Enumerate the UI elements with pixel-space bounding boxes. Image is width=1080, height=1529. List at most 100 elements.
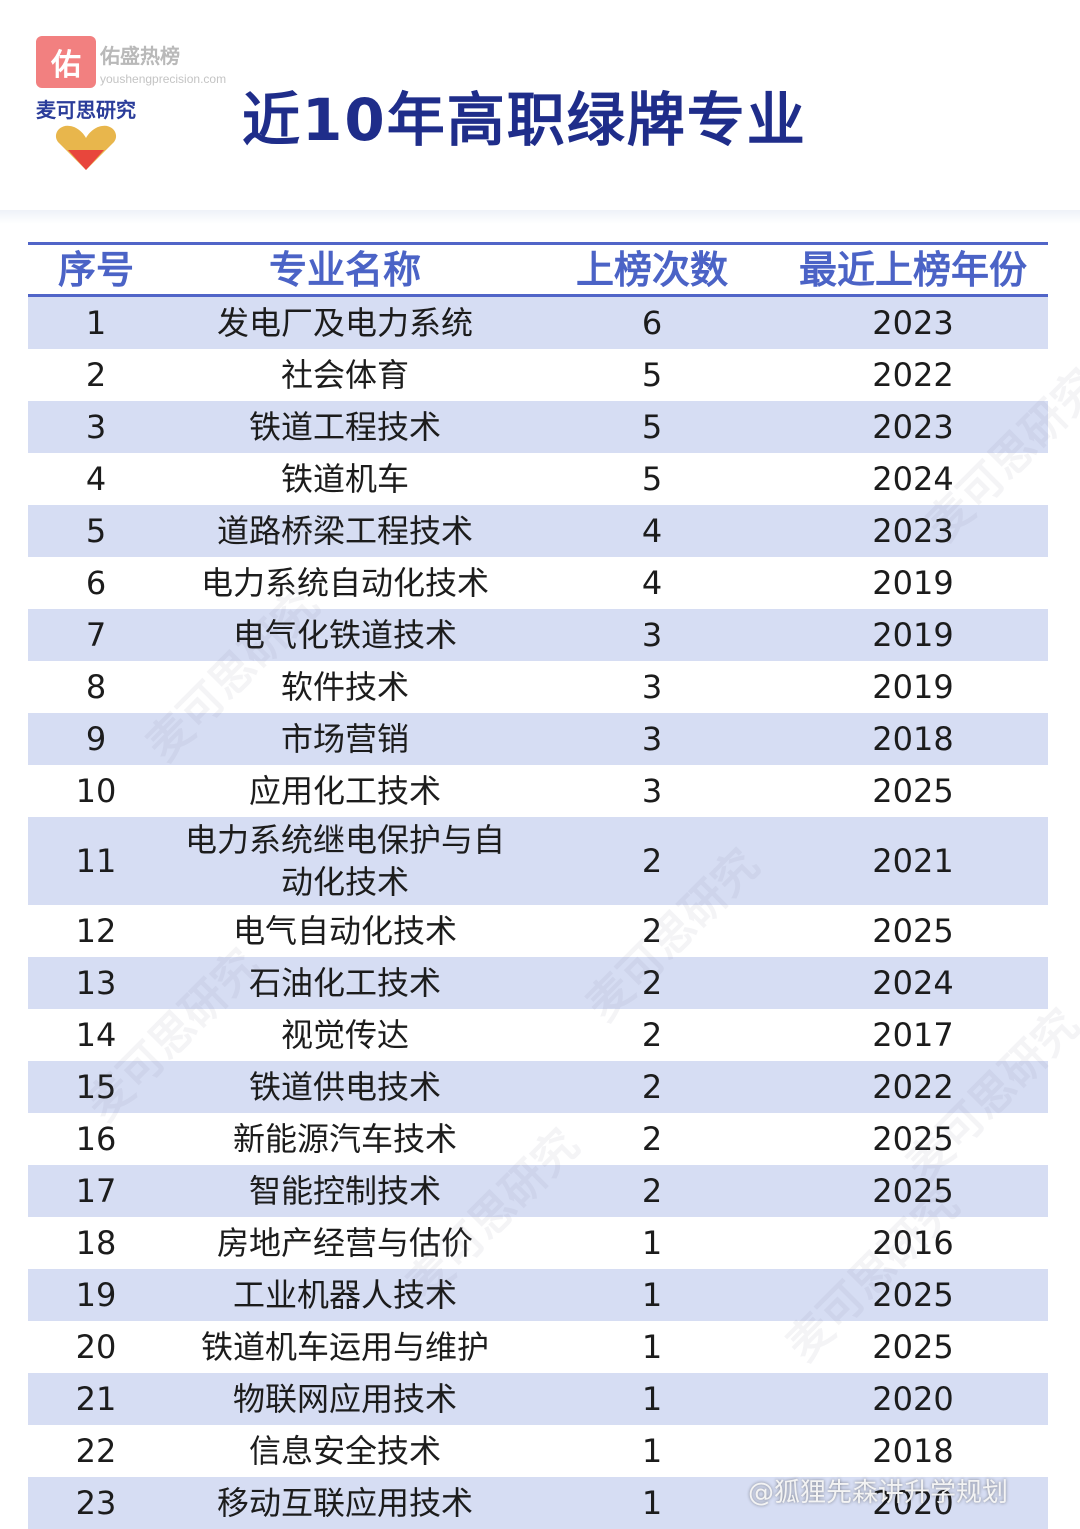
- row-major-name: 发电厂及电力系统: [216, 304, 473, 342]
- table-row: 7 电气化铁道技术 3 2019: [28, 609, 1048, 661]
- row-year: 2019: [872, 616, 954, 654]
- row-major-name: 铁道供电技术: [248, 1068, 441, 1106]
- row-no: 10: [75, 772, 117, 810]
- row-no: 2: [85, 356, 107, 394]
- row-count: 4: [641, 564, 663, 602]
- row-no: 18: [75, 1224, 117, 1262]
- row-year: 2017: [872, 1016, 954, 1054]
- row-year: 2020: [872, 1484, 954, 1522]
- table-row: 15 铁道供电技术 2 2022: [28, 1061, 1048, 1113]
- row-count: 1: [641, 1484, 663, 1522]
- row-major-name: 软件技术: [280, 668, 409, 706]
- column-header-name: 专业名称: [268, 248, 421, 292]
- row-count: 3: [641, 772, 663, 810]
- row-major-name: 智能控制技术: [248, 1172, 441, 1210]
- table-row: 2 社会体育 5 2022: [28, 349, 1048, 401]
- footer-watermark: @狐狸先森讲升学规划: [748, 1478, 1009, 1508]
- row-count: 2: [641, 1016, 663, 1054]
- table-row: 12 电气自动化技术 2 2025: [28, 905, 1048, 957]
- row-no: 11: [75, 842, 117, 880]
- row-major-name: 新能源汽车技术: [232, 1120, 457, 1158]
- table-row: 9 市场营销 3 2018: [28, 713, 1048, 765]
- row-year: 2019: [872, 564, 954, 602]
- row-year: 2022: [872, 1068, 954, 1106]
- row-no: 19: [75, 1276, 117, 1314]
- row-count: 1: [641, 1224, 663, 1262]
- row-count: 1: [641, 1276, 663, 1314]
- row-no: 12: [75, 912, 117, 950]
- row-year: 2021: [872, 842, 954, 880]
- table-row: 16 新能源汽车技术 2 2025: [28, 1113, 1048, 1165]
- row-major-name: 电气化铁道技术: [232, 616, 457, 654]
- table-row: 3 铁道工程技术 5 2023: [28, 401, 1048, 453]
- row-no: 16: [75, 1120, 117, 1158]
- row-major-name: 道路桥梁工程技术: [216, 512, 473, 550]
- brand-top-text: 佑盛热榜: [100, 44, 180, 68]
- table-row: 23 移动互联应用技术 1 2020: [28, 1477, 1048, 1529]
- row-count: 1: [641, 1328, 663, 1366]
- row-year: 2020: [872, 1380, 954, 1418]
- row-count: 5: [641, 408, 663, 446]
- row-year: 2018: [872, 1432, 954, 1470]
- row-no: 22: [75, 1432, 117, 1470]
- brand-badge-char: 佑: [51, 48, 81, 83]
- row-count: 2: [641, 1068, 663, 1106]
- row-year: 2025: [872, 1276, 954, 1314]
- row-count: 3: [641, 720, 663, 758]
- row-major-name: 铁道机车: [280, 460, 409, 498]
- table-body: 1 发电厂及电力系统 6 2023 2 社会体育 5 2022 3 铁道工程技术 5 2023 4 铁道机…: [28, 297, 1048, 1529]
- row-year: 2025: [872, 1328, 954, 1366]
- row-year: 2025: [872, 912, 954, 950]
- row-no: 7: [85, 616, 107, 654]
- row-major-name: 移动互联应用技术: [216, 1484, 473, 1522]
- table-row: 17 智能控制技术 2 2025: [28, 1165, 1048, 1217]
- table-row: 13 石油化工技术 2 2024: [28, 957, 1048, 1009]
- row-year: 2023: [872, 408, 954, 446]
- table-row: 8 软件技术 3 2019: [28, 661, 1048, 713]
- heart-logo-icon: [55, 125, 117, 170]
- table-header-rule: [28, 294, 1048, 297]
- row-major-name: 房地产经营与估价: [216, 1224, 473, 1262]
- row-no: 4: [85, 460, 107, 498]
- row-major-name: 铁道工程技术: [248, 408, 441, 446]
- row-year: 2025: [872, 1120, 954, 1158]
- row-major-name: 电力系统自动化技术: [200, 564, 489, 602]
- brand-name: 麦可思研究: [36, 98, 136, 122]
- table-row: 22 信息安全技术 1 2018: [28, 1425, 1048, 1477]
- row-major-name: 工业机器人技术: [232, 1276, 457, 1314]
- row-year: 2016: [872, 1224, 954, 1262]
- row-major-name: 电气自动化技术: [232, 912, 457, 950]
- row-major-name: 视觉传达: [280, 1016, 409, 1054]
- row-no: 15: [75, 1068, 117, 1106]
- row-major-name: 物联网应用技术: [232, 1380, 457, 1418]
- column-header-year: 最近上榜年份: [798, 248, 1027, 292]
- row-count: 5: [641, 356, 663, 394]
- row-count: 2: [641, 964, 663, 1002]
- row-no: 21: [75, 1380, 117, 1418]
- row-major-name: 石油化工技术: [248, 964, 441, 1002]
- row-year: 2023: [872, 304, 954, 342]
- row-year: 2019: [872, 668, 954, 706]
- row-major-name: 市场营销: [280, 720, 409, 758]
- table-row: 21 物联网应用技术 1 2020: [28, 1373, 1048, 1425]
- row-year: 2022: [872, 356, 954, 394]
- table-top-rule: [28, 242, 1048, 245]
- page-title: 近10年高职绿牌专业: [242, 86, 807, 154]
- row-no: 3: [85, 408, 107, 446]
- row-major-name: 应用化工技术: [248, 772, 441, 810]
- row-major-name: 社会体育: [280, 356, 409, 394]
- row-no: 23: [75, 1484, 117, 1522]
- row-count: 2: [641, 842, 663, 880]
- row-year: 2024: [872, 964, 954, 1002]
- row-count: 1: [641, 1432, 663, 1470]
- row-major-name: 铁道机车运用与维护: [200, 1328, 489, 1366]
- row-no: 6: [85, 564, 107, 602]
- row-count: 2: [641, 1120, 663, 1158]
- row-major-name: 信息安全技术: [248, 1432, 441, 1470]
- row-count: 2: [641, 912, 663, 950]
- table-row: 11 电力系统继电保护与自动化技术 2 2021: [28, 817, 1048, 905]
- table-row: 19 工业机器人技术 1 2025: [28, 1269, 1048, 1321]
- row-no: 8: [85, 668, 107, 706]
- brand-badge-icon: 佑: [36, 36, 96, 88]
- brand-url: youshengprecision.com: [100, 72, 227, 86]
